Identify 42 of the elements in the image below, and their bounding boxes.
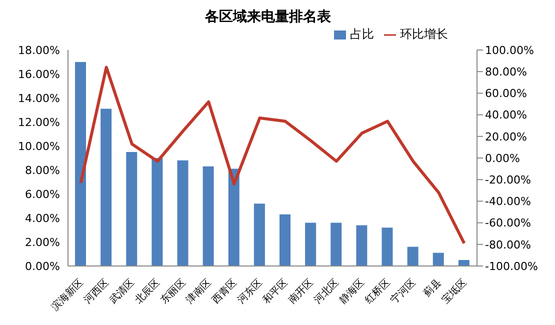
- y2-tick-label: -80.00%: [485, 238, 531, 252]
- y2-tick-label: 40.00%: [485, 108, 527, 122]
- chart-title: 各区域来电量排名表: [204, 8, 332, 26]
- y2-tick-label: -100.00%: [485, 260, 538, 273]
- y-tick-label: 4.00%: [25, 212, 60, 225]
- y-tick-label: 0.00%: [25, 260, 60, 273]
- y-tick-label: 18.00%: [18, 44, 60, 57]
- y2-tick-label: -40.00%: [485, 195, 531, 208]
- y-tick-label: 14.00%: [18, 92, 60, 105]
- bar: [177, 160, 188, 266]
- bar: [152, 158, 163, 266]
- y-tick-label: 2.00%: [25, 236, 60, 249]
- y2-tick-label: 80.00%: [485, 66, 527, 79]
- bar: [356, 225, 368, 266]
- y2-tick-label: -60.00%: [485, 216, 531, 230]
- bar: [407, 246, 418, 266]
- bar: [75, 62, 86, 266]
- bar: [100, 108, 112, 266]
- y2-tick-label: 0.00%: [485, 152, 520, 165]
- legend-label: 占比: [350, 27, 374, 41]
- y2-tick-label: 20.00%: [485, 130, 527, 144]
- y2-tick-label: 60.00%: [485, 87, 527, 100]
- bar: [254, 204, 265, 266]
- y2-tick-label: 100.00%: [485, 44, 534, 57]
- legend-label: 环比增长: [400, 27, 448, 41]
- bar: [202, 166, 214, 266]
- y-tick-label: 8.00%: [25, 164, 60, 177]
- y-tick-label: 10.00%: [18, 140, 60, 153]
- y-tick-label: 16.00%: [18, 68, 60, 81]
- bar: [432, 252, 444, 266]
- x-tick-label: 武清区: [107, 276, 137, 306]
- bar: [382, 228, 393, 266]
- bar: [458, 260, 470, 266]
- bar: [126, 152, 138, 266]
- bar: [305, 222, 316, 266]
- y-tick-label: 12.00%: [18, 116, 60, 129]
- y-tick-label: 6.00%: [25, 188, 60, 201]
- line-series: [79, 66, 466, 245]
- bar: [280, 214, 290, 266]
- bar: [228, 168, 240, 266]
- y2-tick-label: -20.00%: [485, 174, 531, 187]
- bar: [330, 222, 342, 266]
